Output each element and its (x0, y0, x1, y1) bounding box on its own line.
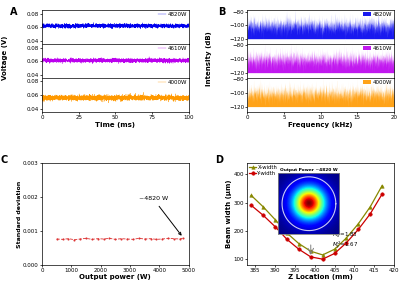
Y-width (380, 192, 384, 196)
Legend: 4610W: 4610W (362, 45, 393, 51)
Text: $M_x^2$=1.83: $M_x^2$=1.83 (332, 229, 358, 240)
X-width (356, 222, 361, 226)
X-width (380, 184, 384, 187)
Text: D: D (215, 155, 223, 165)
Y-width (356, 228, 361, 231)
Y-width (368, 212, 373, 216)
X-width (332, 248, 337, 251)
Y-width (344, 241, 349, 244)
Text: A: A (10, 8, 17, 17)
X-axis label: Frequency (kHz): Frequency (kHz) (288, 122, 353, 128)
Text: C: C (1, 155, 8, 165)
X-axis label: Output power (W): Output power (W) (80, 274, 151, 281)
X-width (344, 236, 349, 240)
Y-width (332, 252, 337, 255)
X-width (320, 253, 325, 257)
Y-width (296, 248, 301, 251)
Y-width (273, 225, 278, 228)
Legend: 4820W: 4820W (157, 11, 188, 17)
Text: Intensity (dB): Intensity (dB) (206, 31, 212, 86)
Y-width (284, 237, 289, 241)
Text: ~4820 W: ~4820 W (139, 196, 181, 235)
Text: $M_y^2$=1.67: $M_y^2$=1.67 (332, 240, 358, 252)
X-width (368, 205, 373, 209)
Y-width (249, 204, 254, 207)
Line: Y-width: Y-width (250, 192, 384, 261)
X-width (249, 194, 254, 197)
X-axis label: Time (ms): Time (ms) (95, 122, 135, 128)
X-width (273, 218, 278, 221)
Legend: X-width, Y-width: X-width, Y-width (249, 164, 278, 177)
X-axis label: Z Location (mm): Z Location (mm) (288, 274, 353, 281)
Legend: 4000W: 4000W (157, 79, 188, 85)
Y-width (308, 255, 313, 259)
Text: B: B (218, 8, 225, 17)
X-width (261, 205, 266, 209)
Text: Voltage (V): Voltage (V) (2, 36, 8, 80)
X-width (308, 249, 313, 253)
Legend: 4820W: 4820W (362, 11, 393, 17)
Legend: 4610W: 4610W (157, 45, 188, 51)
Line: X-width: X-width (250, 184, 384, 257)
Y-width (261, 214, 266, 217)
Y-axis label: Beam width (μm): Beam width (μm) (226, 180, 232, 248)
X-width (296, 242, 301, 245)
Legend: 4000W: 4000W (362, 79, 393, 85)
X-width (284, 231, 289, 235)
Y-width (320, 258, 325, 261)
Y-axis label: Standard deviation: Standard deviation (17, 180, 22, 248)
